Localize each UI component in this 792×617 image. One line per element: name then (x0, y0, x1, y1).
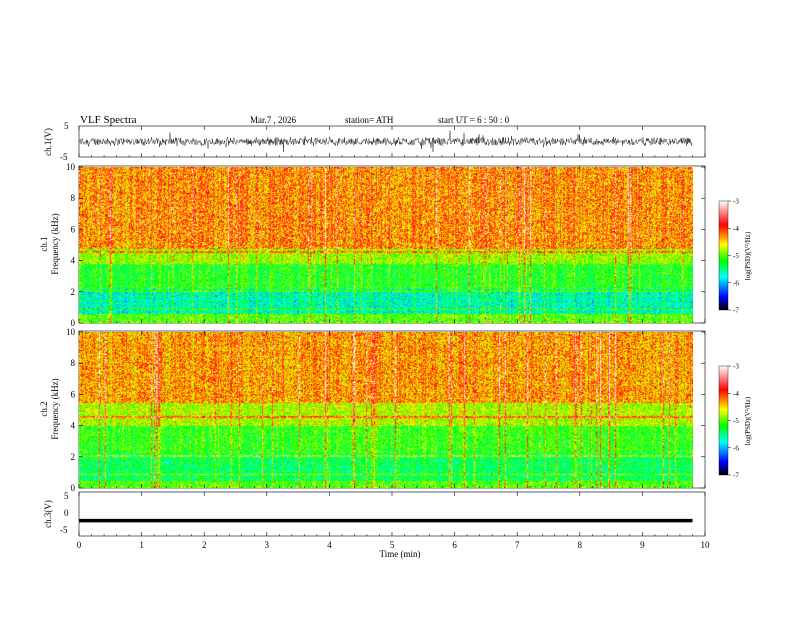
colorbar-tick-label: -6 (733, 279, 739, 287)
y-tick-label: 0 (71, 318, 76, 328)
colorbar-tick-label: -5 (733, 417, 739, 425)
x-tick-label: 1 (139, 540, 144, 550)
y-tick-label: 8 (71, 193, 76, 203)
x-tick-label: 4 (327, 540, 332, 550)
ch1-waveform-ylabel: ch.1(V) (43, 128, 53, 156)
ch3-waveform-frame (78, 491, 706, 537)
y-tick-label: 6 (71, 224, 76, 234)
colorbar-tick-label: -4 (733, 390, 739, 398)
y-tick-label: 2 (71, 287, 76, 297)
colorbar-tick-label: -6 (733, 444, 739, 452)
x-tick-label: 5 (390, 540, 395, 550)
y-tick-label: 4 (71, 256, 76, 266)
x-tick-label: 10 (701, 540, 711, 550)
ch2-spectrogram-image (79, 332, 693, 488)
x-tick-label: 3 (265, 540, 270, 550)
ch2-colorbar: -3 -4 -5 -6 -7 log(PSD)(V²/Hz) (718, 363, 752, 480)
ch1-ytick-5: 5 (64, 121, 69, 131)
ch1-colorbar: -3 -4 -5 -6 -7 log(PSD)(V²/Hz) (718, 198, 752, 315)
y-tick-label: 10 (66, 327, 76, 337)
colorbar-tick-label: -7 (733, 307, 739, 315)
x-tick-label: 2 (202, 540, 207, 550)
y-tick-label: 8 (71, 358, 76, 368)
ch1-spectrogram-image (79, 167, 693, 323)
ch1-spectrogram-ylabel-line2: Frequency (kHz) (50, 213, 60, 274)
ch3-ytick-neg5: -5 (60, 525, 68, 535)
y-tick-label: 6 (71, 389, 76, 399)
ch1-waveform-line (78, 130, 693, 153)
ch1-spectrogram-ylabel-line1: ch.1 (39, 236, 49, 251)
x-tick-label: 0 (77, 540, 82, 550)
ch1-colorbar-label: log(PSD)(V²/Hz) (744, 231, 752, 280)
colorbar-tick-label: -4 (733, 225, 739, 233)
ch2-spectrogram-ylabel-line1: ch.2 (39, 401, 49, 416)
ch2-spectrogram-panel: 0 2 4 6 8 10 ch.2 Frequency (kHz) (39, 327, 706, 493)
colorbar-tick-label: -3 (733, 363, 739, 371)
time-axis: 0 1 2 3 4 5 6 7 8 9 10 (77, 126, 710, 550)
y-tick-label: 2 (71, 452, 76, 462)
x-tick-label: 7 (515, 540, 520, 550)
ch1-ytick-neg5: -5 (60, 152, 68, 162)
ch3-ytick-0: 0 (64, 508, 69, 518)
ch2-colorbar-gradient (718, 365, 729, 476)
y-tick-label: 10 (66, 162, 76, 172)
colorbar-tick-label: -5 (733, 252, 739, 260)
start-ut-label: start UT = 6 : 50 : 0 (438, 115, 510, 125)
figure-title: VLF Spectra (80, 114, 137, 126)
y-tick-label: 0 (71, 483, 76, 493)
x-tick-label: 8 (578, 540, 583, 550)
x-tick-label: 9 (640, 540, 645, 550)
date-label: Mar.7 , 2026 (250, 115, 296, 125)
time-axis-label: Time (min) (380, 549, 421, 559)
ch1-waveform-panel: 5 -5 ch.1(V) (43, 121, 706, 162)
ch2-colorbar-label: log(PSD)(V²/Hz) (744, 396, 752, 445)
station-label: station= ATH (345, 115, 394, 125)
colorbar-tick-label: -3 (733, 198, 739, 206)
colorbar-tick-label: -7 (733, 472, 739, 480)
ch3-waveform-panel: 5 0 -5 ch.3(V) (43, 491, 706, 537)
ch1-colorbar-gradient (718, 200, 729, 311)
ch3-waveform-ylabel: ch.3(V) (43, 500, 53, 528)
ch1-spectrogram-panel: 0 2 4 6 8 10 ch.1 Frequency (kHz) (39, 162, 706, 328)
ch2-spectrogram-ylabel-line2: Frequency (kHz) (50, 378, 60, 439)
x-tick-label: 6 (452, 540, 457, 550)
y-tick-label: 4 (71, 421, 76, 431)
ch3-ytick-5: 5 (64, 491, 69, 501)
